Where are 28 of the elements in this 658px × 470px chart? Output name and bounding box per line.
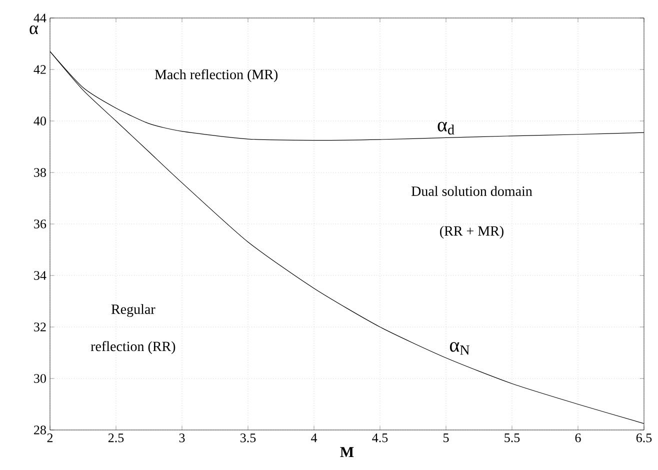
- x-tick-label: 2: [47, 434, 53, 442]
- x-tick-label: 4: [311, 434, 318, 442]
- y-tick-label: 28: [34, 426, 46, 434]
- y-tick-label: 30: [34, 374, 46, 383]
- x-tick-label: 3: [179, 434, 185, 442]
- annotation: Dual solution domain: [411, 186, 532, 196]
- y-tick-label: 36: [34, 220, 46, 228]
- series-label: α$_{N}$: [450, 342, 470, 355]
- x-tick-label: 6.5: [636, 434, 652, 442]
- x-tick-label: 5.5: [504, 434, 520, 442]
- annotation: Regular: [111, 304, 156, 317]
- y-tick-label: 44: [34, 14, 46, 22]
- x-tick-label: 5: [444, 434, 449, 442]
- y-tick-label: 34: [34, 271, 46, 280]
- annotation: Mach reflection (MR): [154, 69, 278, 82]
- annotation: reflection (RR): [90, 341, 176, 354]
- x-tick-label: 4.5: [372, 434, 388, 442]
- x-tick-label: 3.5: [240, 434, 256, 442]
- y-tick-label: 38: [34, 168, 46, 177]
- series-label: α$_{d}$: [438, 122, 454, 135]
- y-tick-label: 32: [34, 322, 46, 332]
- y-tick-label: 40: [34, 116, 46, 126]
- x-tick-label: 6: [575, 434, 581, 442]
- x-tick-label: 2.5: [108, 434, 124, 442]
- annotation: (RR + MR): [440, 226, 504, 239]
- y-axis-title: α: [30, 26, 38, 34]
- y-tick-label: 42: [34, 65, 46, 74]
- x-axis-title: M: [340, 447, 354, 457]
